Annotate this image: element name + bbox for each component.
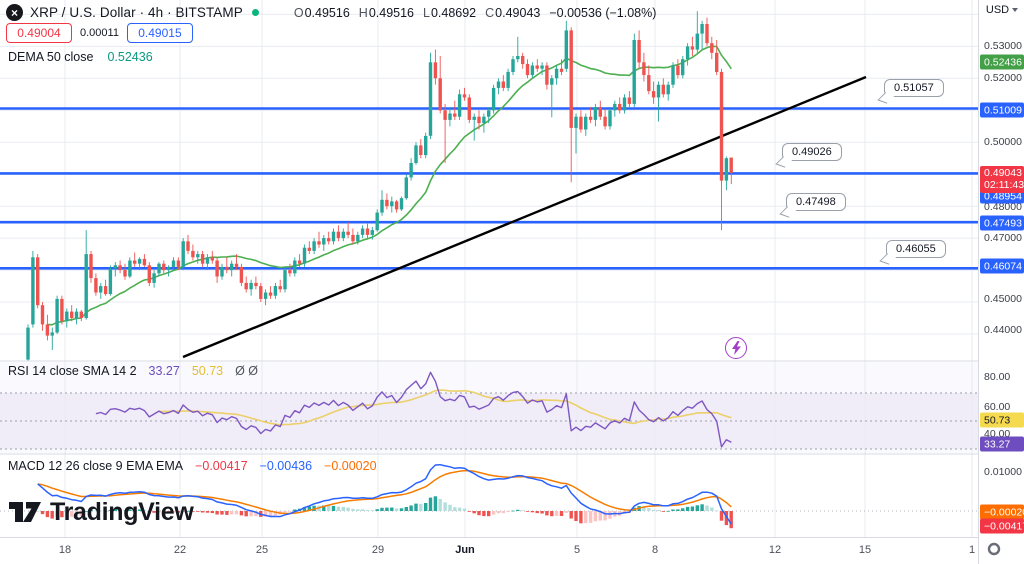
time-axis[interactable]: 18 22 25 29 Jun 5 8 12 15 1 — [0, 537, 1024, 564]
buy-button[interactable]: 0.49015 — [126, 23, 193, 43]
change-value: −0.00536 (−1.08%) — [549, 5, 657, 20]
price-level-callout[interactable]: 0.47498 — [779, 193, 846, 218]
price-axis-badge[interactable]: 0.52436 — [980, 54, 1024, 70]
price-axis-label: 0.01000 — [984, 466, 1022, 478]
price-axis-label: 0.50000 — [984, 136, 1022, 148]
macd-line-value: −0.00436 — [259, 459, 313, 473]
time-axis-label[interactable]: 12 — [768, 544, 782, 556]
macd-hist-value: −0.00417 — [195, 459, 248, 473]
xrp-symbol-logo-icon[interactable]: × — [6, 4, 23, 21]
price-axis-label: 80.00 — [984, 371, 1011, 383]
rsi-legend[interactable]: RSI 14 close SMA 14 2 33.27 50.73 Ø Ø — [8, 364, 258, 378]
market-status-dot-icon[interactable] — [251, 9, 259, 16]
time-axis-label[interactable]: 8 — [651, 544, 659, 556]
tradingview-logo-icon — [9, 502, 41, 522]
time-axis-label[interactable]: 18 — [58, 544, 72, 556]
price-level-callout[interactable]: 0.46055 — [879, 240, 946, 265]
dema-value: 0.52436 — [107, 50, 153, 64]
price-axis-label: 0.48000 — [984, 201, 1022, 213]
time-axis-label[interactable]: 15 — [858, 544, 872, 556]
rsi-label: RSI 14 close SMA 14 2 — [8, 364, 137, 378]
time-axis-label[interactable]: 29 — [371, 544, 385, 556]
high-value: 0.49516 — [368, 5, 414, 20]
chart-header: × XRP / U.S. Dollar · 4h · BITSTAMP O 0.4… — [6, 4, 656, 21]
low-label: L — [423, 5, 430, 20]
price-axis-label: 0.52000 — [984, 72, 1022, 84]
low-value: 0.48692 — [430, 5, 477, 20]
time-axis-label[interactable]: 25 — [255, 544, 269, 556]
open-value: 0.49516 — [304, 5, 350, 20]
time-axis-label[interactable]: 1 — [968, 544, 976, 556]
price-axis-label: 0.47000 — [984, 232, 1022, 244]
dema-label: DEMA 50 close — [8, 50, 94, 64]
price-axis-label: 60.00 — [984, 401, 1011, 413]
bar-countdown: 02:11:43 — [984, 179, 1024, 191]
price-axis-label: 0.53000 — [984, 40, 1022, 52]
time-axis-label[interactable]: Jun — [455, 544, 475, 556]
price-axis-badge[interactable]: 0.47493 — [980, 215, 1024, 231]
price-axis-badge[interactable]: 0.46074 — [980, 258, 1024, 274]
price-axis-label: 0.44000 — [984, 324, 1022, 336]
time-axis-label[interactable]: 22 — [173, 544, 187, 556]
ohlc-readout: O 0.49516 H 0.49516 L 0.48692 C 0.49043 −0.0… — [294, 6, 657, 20]
macd-signal-value: −0.00020 — [324, 459, 377, 473]
axis-settings-gear-icon[interactable] — [986, 541, 1002, 562]
current-price-badge[interactable]: 0.49043 02:11:43 — [980, 166, 1024, 193]
tradingview-wordmark: TradingView — [50, 497, 194, 526]
macd-legend[interactable]: MACD 12 26 close 9 EMA EMA −0.00417 −0.0… — [8, 459, 377, 473]
price-level-callout[interactable]: 0.51057 — [877, 79, 944, 104]
macd-label: MACD 12 26 close 9 EMA EMA — [8, 459, 184, 473]
currency-label: USD — [985, 3, 1010, 16]
price-axis-badge[interactable]: 0.51009 — [980, 102, 1024, 118]
price-axis[interactable]: USD 0.53000 0.52000 0.50000 0.48000 0.47000 0… — [978, 0, 1024, 564]
time-axis-label[interactable]: 5 — [573, 544, 581, 556]
price-axis-badge[interactable]: −0.00020 — [980, 504, 1024, 520]
high-label: H — [358, 5, 368, 20]
dema-legend[interactable]: DEMA 50 close 0.52436 — [8, 50, 153, 64]
symbol-title[interactable]: XRP / U.S. Dollar · 4h · BITSTAMP — [30, 5, 243, 20]
flash-boost-icon[interactable] — [725, 337, 747, 359]
tradingview-watermark: TradingView — [8, 497, 194, 527]
open-label: O — [293, 5, 304, 20]
price-axis-label: 0.45000 — [984, 293, 1022, 305]
close-value: 0.49043 — [495, 5, 541, 20]
chevron-down-icon — [1012, 7, 1019, 12]
rsi-sma-value: 50.73 — [191, 364, 224, 378]
rsi-value: 33.27 — [148, 364, 180, 378]
current-price-value: 0.49043 — [984, 167, 1022, 179]
price-axis-badge[interactable]: −0.00417 — [980, 518, 1024, 534]
sell-button[interactable]: 0.49004 — [6, 23, 72, 43]
close-label: C — [485, 5, 495, 20]
currency-selector[interactable]: USD — [979, 0, 1024, 19]
price-axis-badge[interactable]: 33.27 — [980, 436, 1024, 452]
price-level-callout[interactable]: 0.49026 — [775, 143, 842, 168]
rsi-empty-values: Ø Ø — [235, 364, 259, 378]
quote-row: 0.49004 0.00011 0.49015 — [6, 23, 193, 43]
price-axis-badge[interactable]: 50.73 — [980, 412, 1024, 428]
spread-value: 0.00011 — [80, 27, 119, 39]
